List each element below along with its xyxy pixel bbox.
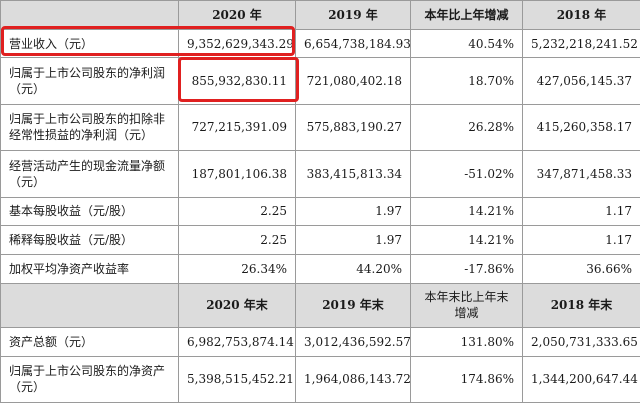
row-value: 18.70%	[410, 57, 523, 105]
row-value: 174.86%	[410, 355, 523, 403]
row-value: 575,883,190.27	[295, 103, 411, 152]
row-value: 5,232,218,241.52	[522, 28, 640, 59]
row-value: 347,871,458.33	[522, 150, 640, 198]
row-label: 稀释每股收益（元/股）	[0, 225, 179, 255]
row-value: 1.17	[522, 196, 640, 227]
row-value: 2.25	[178, 196, 296, 227]
row-value: -17.86%	[410, 253, 523, 284]
header-cell-change: 本年比上年增减	[410, 0, 523, 30]
row-value: 40.54%	[410, 28, 523, 59]
header-cell-2019: 2019 年	[295, 0, 411, 30]
row-value: 1.97	[295, 225, 411, 255]
table-row: 经营活动产生的现金流量净额（元） 187,801,106.38 383,415,…	[0, 150, 640, 198]
row-value: 721,080,402.18	[295, 57, 411, 105]
row-value: 36.66%	[522, 253, 640, 284]
row-value: 44.20%	[295, 253, 411, 284]
row-label: 经营活动产生的现金流量净额（元）	[0, 150, 179, 198]
table-header-row: 2020 年末 2019 年末 本年末比上年末增减 2018 年末	[0, 282, 640, 328]
table-row: 资产总额（元） 6,982,753,874.14 3,012,436,592.5…	[0, 326, 640, 357]
header-cell	[0, 282, 179, 328]
row-value: 1.97	[295, 196, 411, 227]
table-row: 营业收入（元） 9,352,629,343.29 6,654,738,184.9…	[0, 28, 640, 59]
row-value: 6,654,738,184.93	[295, 28, 411, 59]
row-label: 加权平均净资产收益率	[0, 253, 179, 284]
header-cell-2018: 2018 年	[522, 0, 640, 30]
row-label: 归属于上市公司股东的净资产（元）	[0, 355, 179, 403]
row-value: 26.28%	[410, 103, 523, 152]
row-value: 6,982,753,874.14	[178, 326, 296, 357]
row-label: 归属于上市公司股东的净利润（元）	[0, 57, 179, 105]
row-value: 727,215,391.09	[178, 103, 296, 152]
header-cell	[0, 0, 179, 30]
row-value: 1,964,086,143.72	[295, 355, 411, 403]
header-cell-2018-end: 2018 年末	[522, 282, 640, 328]
row-value: 1,344,200,647.44	[522, 355, 640, 403]
table-row: 稀释每股收益（元/股） 2.25 1.97 14.21% 1.17	[0, 225, 640, 255]
row-value: 2,050,731,333.65	[522, 326, 640, 357]
row-label: 归属于上市公司股东的扣除非经常性损益的净利润（元）	[0, 103, 179, 152]
row-value: 5,398,515,452.21	[178, 355, 296, 403]
table-header-row: 2020 年 2019 年 本年比上年增减 2018 年	[0, 0, 640, 30]
table-row: 归属于上市公司股东的扣除非经常性损益的净利润（元） 727,215,391.09…	[0, 103, 640, 152]
row-value: 9,352,629,343.29	[178, 28, 296, 59]
header-cell-2020-end: 2020 年末	[178, 282, 296, 328]
header-cell-change-end: 本年末比上年末增减	[410, 282, 523, 328]
row-value: 855,932,830.11	[178, 57, 296, 105]
row-value: 14.21%	[410, 196, 523, 227]
table-row: 加权平均净资产收益率 26.34% 44.20% -17.86% 36.66%	[0, 253, 640, 284]
row-label: 营业收入（元）	[0, 28, 179, 59]
table-row: 归属于上市公司股东的净资产（元） 5,398,515,452.21 1,964,…	[0, 355, 640, 403]
row-value: 415,260,358.17	[522, 103, 640, 152]
row-value: 26.34%	[178, 253, 296, 284]
row-value: 427,056,145.37	[522, 57, 640, 105]
row-value: 131.80%	[410, 326, 523, 357]
row-value: 187,801,106.38	[178, 150, 296, 198]
table-row: 基本每股收益（元/股） 2.25 1.97 14.21% 1.17	[0, 196, 640, 227]
table-row: 归属于上市公司股东的净利润（元） 855,932,830.11 721,080,…	[0, 57, 640, 105]
row-label: 资产总额（元）	[0, 326, 179, 357]
row-label: 基本每股收益（元/股）	[0, 196, 179, 227]
header-cell-2020: 2020 年	[178, 0, 296, 30]
row-value: 14.21%	[410, 225, 523, 255]
row-value: 2.25	[178, 225, 296, 255]
header-cell-2019-end: 2019 年末	[295, 282, 411, 328]
row-value: 383,415,813.34	[295, 150, 411, 198]
row-value: 3,012,436,592.57	[295, 326, 411, 357]
row-value: -51.02%	[410, 150, 523, 198]
row-value: 1.17	[522, 225, 640, 255]
